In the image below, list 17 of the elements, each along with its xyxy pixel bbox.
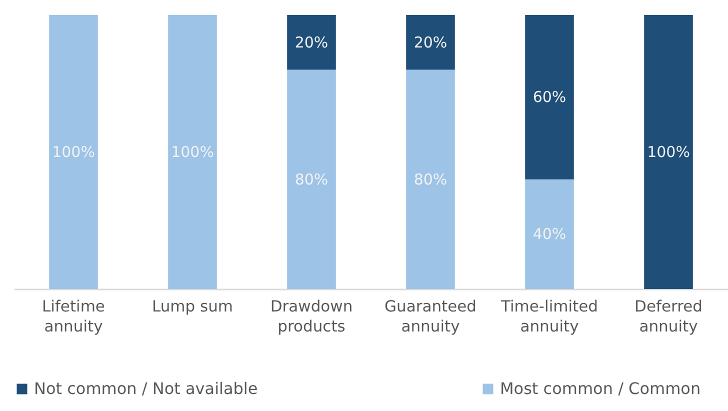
data-label: 100% xyxy=(647,143,690,161)
data-label: 20% xyxy=(294,33,328,52)
data-label: 100% xyxy=(171,143,214,161)
data-label: 80% xyxy=(294,170,328,188)
data-label: 20% xyxy=(414,33,448,52)
data-label: 100% xyxy=(52,143,95,161)
data-label: 60% xyxy=(532,88,566,106)
legend-label: Most common / Common xyxy=(500,379,701,398)
x-tick-label: Deferred annuity xyxy=(634,298,702,336)
x-tick-label: Drawdown products xyxy=(270,298,353,336)
data-label: 80% xyxy=(414,170,448,188)
x-tick-label: Time-limited annuity xyxy=(500,298,598,336)
x-tick-label: Lump sum xyxy=(152,298,234,316)
data-label: 40% xyxy=(532,225,566,244)
x-tick-label: Lifetime annuity xyxy=(42,298,105,336)
x-tick-label: Guaranteed annuity xyxy=(384,298,477,336)
legend-label: Not common / Not available xyxy=(34,379,258,398)
